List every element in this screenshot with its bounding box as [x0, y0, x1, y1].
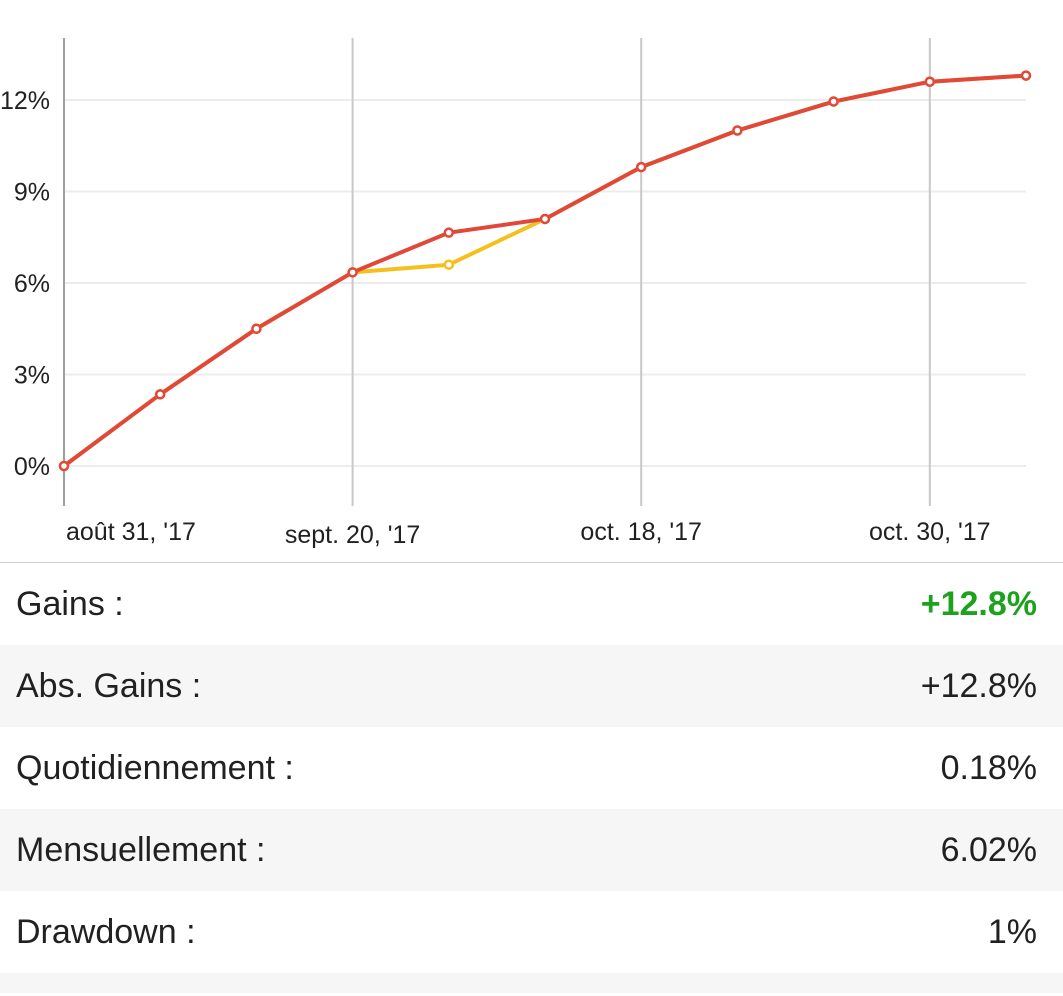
- x-tick-label: sept. 20, '17: [285, 521, 420, 549]
- stat-label: Mensuellement :: [16, 830, 266, 869]
- stat-value: 0.18%: [940, 748, 1037, 787]
- x-tick-label: août 31, '17: [66, 518, 196, 546]
- y-tick-label: 0%: [14, 453, 50, 481]
- data-point: [732, 125, 743, 136]
- stat-row-empty: [0, 973, 1063, 993]
- stat-row-monthly: Mensuellement : 6.02%: [0, 809, 1063, 891]
- chart-svg: 0% 3% 6% 9% 12% août 31, '17 sept. 20, '17 oct.…: [0, 38, 1032, 549]
- data-point: [154, 389, 166, 400]
- stat-value: 1%: [987, 912, 1037, 951]
- series-line: [62, 73, 1028, 468]
- y-tick-label: 12%: [0, 87, 50, 115]
- stat-label: Drawdown :: [16, 912, 196, 951]
- data-point: [828, 96, 839, 107]
- x-tick-label: oct. 18, '17: [580, 518, 702, 546]
- data-point: [251, 323, 262, 334]
- y-tick-label: 3%: [14, 362, 50, 390]
- growth-chart: 0% 3% 6% 9% 12% août 31, '17 sept. 20, '17 oct.…: [0, 38, 1032, 549]
- stat-label: Gains :: [16, 584, 124, 623]
- y-tick-label: 9%: [14, 179, 50, 207]
- data-point: [347, 267, 358, 278]
- stat-label: Abs. Gains :: [16, 666, 202, 705]
- stat-row-drawdown: Drawdown : 1%: [0, 891, 1063, 973]
- stat-value: +12.8%: [920, 584, 1037, 623]
- stat-row-abs-gains: Abs. Gains : +12.8%: [0, 645, 1063, 727]
- stat-value: 6.02%: [940, 830, 1037, 869]
- data-point: [443, 227, 455, 238]
- data-point: [539, 213, 551, 225]
- series-line: [62, 73, 1028, 468]
- data-point: [58, 460, 70, 472]
- stat-row-daily: Quotidiennement : 0.18%: [0, 727, 1063, 809]
- stat-label: Quotidiennement :: [16, 748, 294, 787]
- data-point: [443, 259, 455, 270]
- data-point: [1020, 70, 1032, 81]
- data-point: [635, 161, 647, 173]
- data-point: [924, 76, 936, 87]
- stat-value: +12.8%: [920, 666, 1037, 705]
- stats-table: Gains : +12.8% Abs. Gains : +12.8% Quoti…: [0, 562, 1063, 993]
- y-tick-label: 6%: [14, 270, 50, 298]
- stat-row-gains: Gains : +12.8%: [0, 563, 1063, 645]
- x-tick-label: oct. 30, '17: [869, 518, 991, 546]
